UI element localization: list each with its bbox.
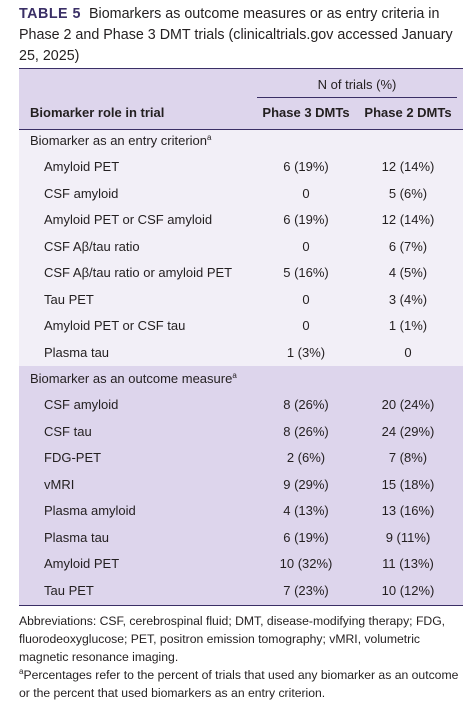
header-col-phase3: Phase 3 DMTs	[262, 105, 350, 120]
row-label: Plasma amyloid	[44, 503, 136, 518]
row-phase2-value: 11 (13%)	[382, 556, 434, 571]
row-label: Amyloid PET	[44, 556, 120, 571]
row-phase2-value: 1 (1%)	[388, 318, 428, 333]
footnote-percentages: aPercentages refer to the percent of tri…	[19, 666, 469, 702]
row-phase3-value: 5 (16%)	[283, 265, 329, 280]
row-label: Tau PET	[44, 583, 94, 598]
section-title-entry: Biomarker as an entry criteriona	[30, 132, 211, 149]
row-phase2-value: 6 (7%)	[388, 239, 428, 254]
row-phase2-value: 10 (12%)	[381, 583, 435, 598]
header-col-role: Biomarker role in trial	[30, 105, 165, 120]
table-header-band	[19, 68, 463, 130]
row-phase3-value: 0	[302, 318, 310, 333]
row-phase2-value: 5 (6%)	[388, 186, 428, 201]
section-title-entry-sup: a	[207, 133, 212, 142]
row-phase3-value: 8 (26%)	[283, 397, 329, 412]
row-phase2-value: 12 (14%)	[381, 159, 435, 174]
section-title-outcome-text: Biomarker as an outcome measure	[30, 371, 233, 386]
row-label: CSF amyloid	[44, 397, 119, 412]
row-label: vMRI	[44, 477, 75, 492]
row-phase3-value: 7 (23%)	[283, 583, 329, 598]
row-phase2-value: 13 (16%)	[381, 503, 435, 518]
footnote-abbreviations: Abbreviations: CSF, cerebrospinal fluid;…	[19, 614, 446, 664]
section-title-entry-text: Biomarker as an entry criterion	[30, 133, 208, 148]
row-phase3-value: 6 (19%)	[283, 212, 329, 227]
footnote-percentages-sup: a	[19, 667, 24, 676]
row-phase3-value: 0	[302, 239, 310, 254]
biomarker-table: N of trials (%) Biomarker role in trial …	[19, 68, 463, 606]
header-col-phase2: Phase 2 DMTs	[364, 105, 452, 120]
row-label: CSF tau	[44, 424, 92, 439]
table-footnotes: Abbreviations: CSF, cerebrospinal fluid;…	[19, 612, 469, 702]
rule-header	[19, 129, 463, 130]
section-title-outcome-sup: a	[232, 371, 237, 380]
row-phase2-value: 9 (11%)	[385, 530, 431, 545]
row-phase2-value: 7 (8%)	[388, 450, 428, 465]
row-phase3-value: 2 (6%)	[286, 450, 326, 465]
rule-top	[19, 68, 463, 69]
row-phase2-value: 15 (18%)	[381, 477, 435, 492]
header-group-label: N of trials (%)	[317, 77, 397, 92]
caption-text: Biomarkers as outcome measures or as ent…	[19, 6, 453, 64]
row-label: FDG-PET	[44, 450, 102, 465]
row-label: Amyloid PET	[44, 159, 120, 174]
row-phase2-value: 24 (29%)	[381, 424, 435, 439]
row-phase2-value: 20 (24%)	[381, 397, 435, 412]
row-phase3-value: 9 (29%)	[283, 477, 329, 492]
row-label: Tau PET	[44, 292, 94, 307]
row-label: CSF Aβ/tau ratio	[44, 239, 140, 254]
row-label: Amyloid PET or CSF amyloid	[44, 212, 213, 227]
row-phase3-value: 1 (3%)	[286, 345, 326, 360]
row-phase3-value: 0	[302, 292, 310, 307]
row-label: Amyloid PET or CSF tau	[44, 318, 186, 333]
row-label: CSF Aβ/tau ratio or amyloid PET	[44, 265, 233, 280]
rule-bottom	[19, 605, 463, 606]
row-phase2-value: 4 (5%)	[388, 265, 428, 280]
row-phase3-value: 6 (19%)	[283, 159, 329, 174]
row-phase3-value: 0	[302, 186, 310, 201]
row-phase2-value: 3 (4%)	[388, 292, 428, 307]
row-phase3-value: 8 (26%)	[283, 424, 329, 439]
row-label: Plasma tau	[44, 345, 110, 360]
section-title-outcome: Biomarker as an outcome measurea	[30, 370, 237, 387]
footnote-percentages-text: Percentages refer to the percent of tria…	[19, 668, 459, 700]
row-label: CSF amyloid	[44, 186, 119, 201]
row-phase3-value: 10 (32%)	[279, 556, 333, 571]
row-phase2-value: 12 (14%)	[381, 212, 435, 227]
rule-group	[257, 97, 457, 98]
row-phase3-value: 6 (19%)	[283, 530, 329, 545]
row-label: Plasma tau	[44, 530, 110, 545]
outcome-measure-band	[19, 366, 463, 606]
table-caption: TABLE 5 Biomarkers as outcome measures or…	[19, 4, 469, 67]
row-phase2-value: 0	[404, 345, 412, 360]
table-label: TABLE 5	[19, 6, 82, 22]
row-phase3-value: 4 (13%)	[283, 503, 329, 518]
